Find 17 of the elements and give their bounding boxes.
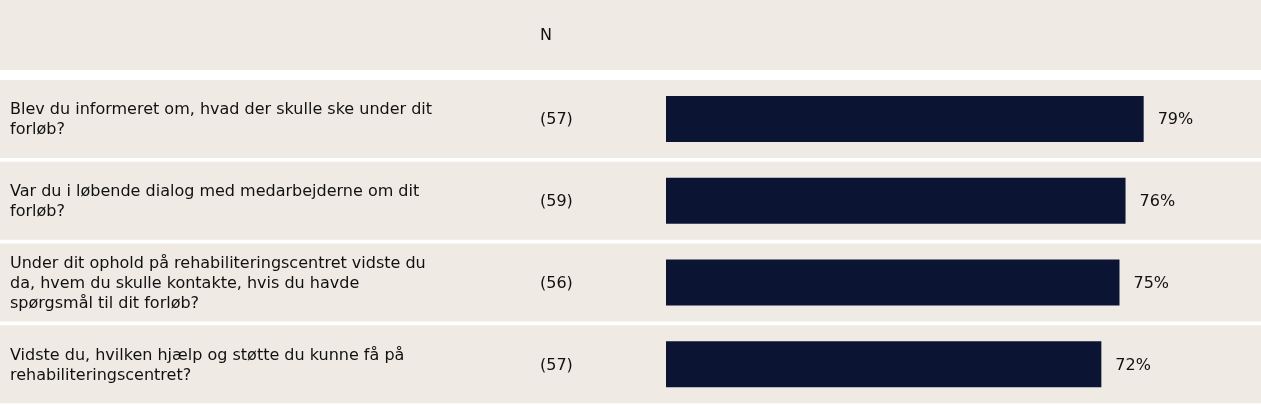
y-tick-label: Under dit ophold på rehabiliteringscentret vidste du da, hvem du skulle kontakte, hvis du havde spørgsmål til dit forløb?	[10, 252, 431, 312]
text: N	[540, 24, 552, 44]
data-label: 75%	[1133, 272, 1170, 292]
data-label: 76%	[1139, 191, 1176, 211]
text: (56)	[540, 272, 573, 292]
bar	[666, 259, 1120, 306]
text: (59)	[540, 191, 573, 211]
y-tick-label: Blev du informeret om, hvad der skulle ske under dit forløb?	[10, 99, 438, 139]
y-tick-label: Var du i løbende dialog med medarbejderne om dit forløb?	[10, 181, 425, 221]
bar	[666, 95, 1144, 142]
data-label: 72%	[1115, 354, 1151, 374]
bar	[666, 177, 1126, 224]
bar	[666, 341, 1102, 388]
text: (57)	[540, 354, 573, 374]
text: (57)	[540, 109, 573, 129]
data-label: 79%	[1157, 109, 1194, 129]
y-tick-label: Vidste du, hvilken hjælp og støtte du kunne få på rehabiliteringscentret?	[10, 344, 410, 384]
